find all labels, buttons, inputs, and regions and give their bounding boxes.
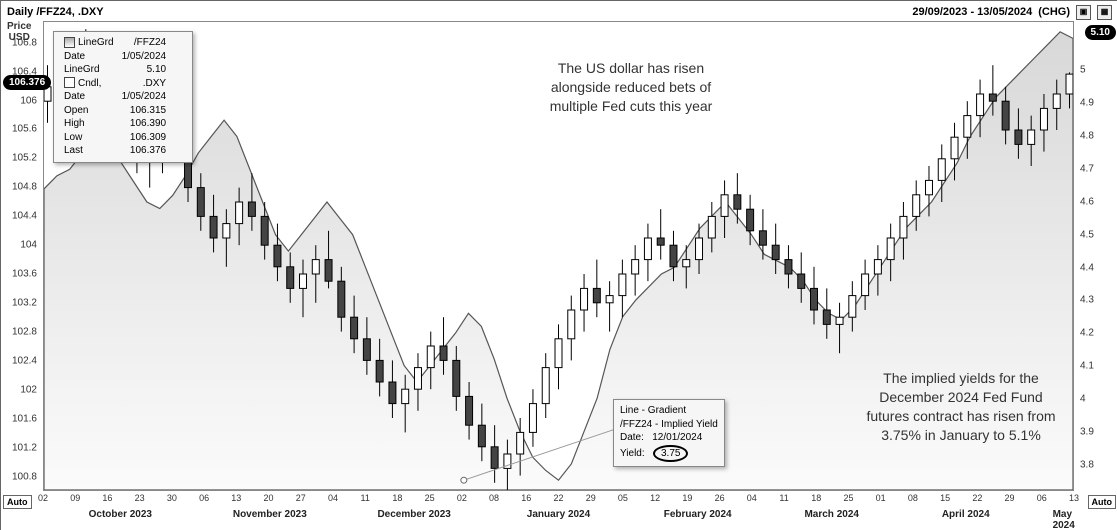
x-day-tick: 12 xyxy=(650,493,660,503)
x-day-tick: 08 xyxy=(908,493,918,503)
x-day-tick: 27 xyxy=(296,493,306,503)
chg-label: (CHG) xyxy=(1038,6,1070,18)
left-y-tick: 100.8 xyxy=(12,471,37,482)
x-month-label: April 2024 xyxy=(942,509,990,520)
x-month-label: January 2024 xyxy=(527,509,590,520)
x-day-tick: 16 xyxy=(102,493,112,503)
x-day-tick: 06 xyxy=(199,493,209,503)
x-day-tick: 22 xyxy=(972,493,982,503)
x-day-tick: 08 xyxy=(489,493,499,503)
window-button-2[interactable]: ▦ xyxy=(1097,5,1112,20)
x-day-tick: 26 xyxy=(715,493,725,503)
left-y-tick: 104.4 xyxy=(12,211,37,222)
x-day-tick: 05 xyxy=(618,493,628,503)
left-y-tick: 101.6 xyxy=(12,413,37,424)
x-day-tick: 23 xyxy=(135,493,145,503)
annotation-implied-yields: The implied yields for theDecember 2024 … xyxy=(831,369,1091,445)
x-day-tick: 29 xyxy=(586,493,596,503)
right-y-tick: 4.7 xyxy=(1080,163,1094,174)
right-y-tick: 4.4 xyxy=(1080,262,1094,273)
right-y-tick: 4.6 xyxy=(1080,196,1094,207)
x-day-tick: 30 xyxy=(167,493,177,503)
x-day-tick: 11 xyxy=(361,493,370,503)
left-auto-scale-button[interactable]: Auto xyxy=(3,495,32,509)
x-axis-day-ticks: 0209162330061320270411182502081622290512… xyxy=(43,493,1074,509)
left-y-tick: 106 xyxy=(20,95,37,106)
x-day-tick: 13 xyxy=(1069,493,1079,503)
left-y-tick: 101.2 xyxy=(12,442,37,453)
left-y-tick: 103.2 xyxy=(12,298,37,309)
x-month-label: May 2024 xyxy=(1053,509,1075,530)
right-auto-scale-button[interactable]: Auto xyxy=(1088,495,1117,509)
left-y-tick: 106.8 xyxy=(12,37,37,48)
tooltip-line: Date: 12/01/2024 xyxy=(620,431,718,445)
right-y-tick: 4.2 xyxy=(1080,328,1094,339)
chart-title: Daily /FFZ24, .DXY xyxy=(7,6,104,18)
left-y-tick: 104 xyxy=(20,240,37,251)
x-month-label: February 2024 xyxy=(664,509,732,520)
x-day-tick: 04 xyxy=(747,493,757,503)
x-day-tick: 15 xyxy=(940,493,950,503)
x-day-tick: 02 xyxy=(38,493,48,503)
annotation-usd-risen: The US dollar has risenalongside reduced… xyxy=(511,59,751,116)
x-day-tick: 16 xyxy=(521,493,531,503)
x-axis: 0209162330061320270411182502081622290512… xyxy=(43,493,1074,530)
right-y-tick: 4.5 xyxy=(1080,229,1094,240)
left-y-tick: 105.2 xyxy=(12,153,37,164)
left-y-tick: 103.6 xyxy=(12,269,37,280)
right-y-tick: 3.8 xyxy=(1080,459,1094,470)
x-month-label: October 2023 xyxy=(89,509,152,520)
right-y-tick: 4.8 xyxy=(1080,131,1094,142)
tooltip-line: Line - Gradient xyxy=(620,404,718,418)
x-day-tick: 18 xyxy=(392,493,402,503)
x-day-tick: 29 xyxy=(1005,493,1015,503)
left-y-tick: 102 xyxy=(20,384,37,395)
x-day-tick: 06 xyxy=(1037,493,1047,503)
left-axis-last-value-badge: 106.376 xyxy=(3,75,51,90)
x-day-tick: 01 xyxy=(876,493,886,503)
x-day-tick: 13 xyxy=(231,493,241,503)
chart-container: Daily /FFZ24, .DXY 29/09/2023 - 13/05/20… xyxy=(0,0,1117,530)
x-day-tick: 18 xyxy=(811,493,821,503)
right-y-tick: 4.9 xyxy=(1080,98,1094,109)
x-axis-month-labels: October 2023 November 2023 December 2023 Ja… xyxy=(43,509,1074,525)
right-axis-last-value-badge: 5.10 xyxy=(1085,25,1116,40)
x-day-tick: 20 xyxy=(264,493,274,503)
x-month-label: March 2024 xyxy=(804,509,858,520)
x-month-label: December 2023 xyxy=(377,509,450,520)
x-month-label: November 2023 xyxy=(233,509,307,520)
implied-yield-tooltip: Line - Gradient /FFZ24 - Implied Yield D… xyxy=(613,399,725,467)
left-y-tick: 102.8 xyxy=(12,326,37,337)
right-y-tick: 4.3 xyxy=(1080,295,1094,306)
tooltip-line: /FFZ24 - Implied Yield xyxy=(620,418,718,432)
x-day-tick: 09 xyxy=(70,493,80,503)
left-y-tick: 104.8 xyxy=(12,182,37,193)
right-y-tick: 5 xyxy=(1080,65,1086,76)
date-range-label: 29/09/2023 - 13/05/2024 xyxy=(912,6,1032,18)
x-day-tick: 19 xyxy=(682,493,692,503)
left-y-tick: 105.6 xyxy=(12,124,37,135)
x-day-tick: 25 xyxy=(843,493,853,503)
x-day-tick: 25 xyxy=(425,493,435,503)
x-day-tick: 02 xyxy=(457,493,467,503)
window-button-1[interactable]: ▣ xyxy=(1076,5,1091,20)
left-y-tick: 102.4 xyxy=(12,355,37,366)
title-bar: Daily /FFZ24, .DXY 29/09/2023 - 13/05/20… xyxy=(1,1,1117,23)
ohlc-tooltip: LineGrd/FFZ24Date1/05/2024LineGrd5.10Cnd… xyxy=(53,31,193,163)
left-y-axis: 100.8 101.2 101.6 102 102.4 102.8 103.2 103.6 10… xyxy=(1,21,41,491)
x-day-tick: 22 xyxy=(553,493,563,503)
x-day-tick: 11 xyxy=(779,493,788,503)
tooltip-line: Yield: 3.75 xyxy=(620,445,718,463)
x-day-tick: 04 xyxy=(328,493,338,503)
